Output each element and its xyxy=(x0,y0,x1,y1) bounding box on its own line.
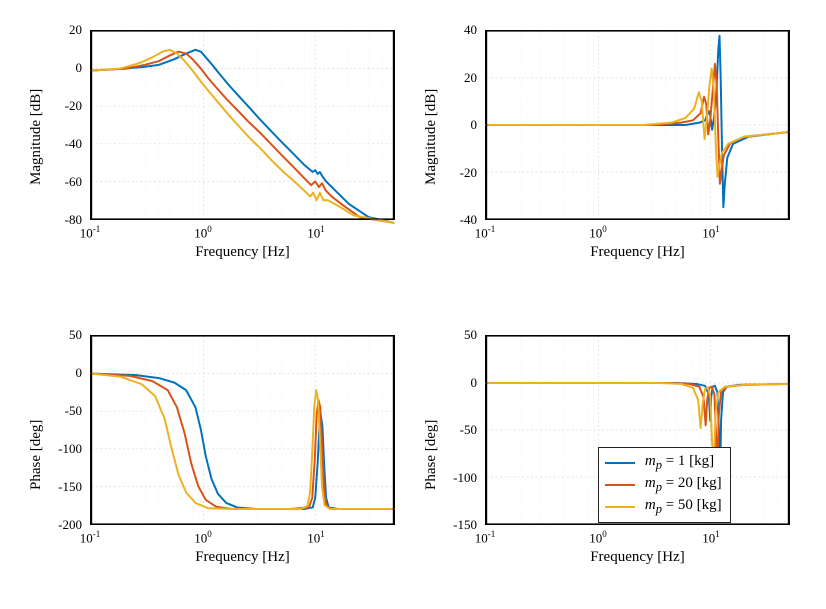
legend: mp = 1 [kg]mp = 20 [kg]mp = 50 [kg] xyxy=(598,447,731,523)
xtick-label: 101 xyxy=(686,224,736,241)
panel-p00 xyxy=(90,30,395,220)
xtick-label: 100 xyxy=(573,224,623,241)
series-mp1 xyxy=(92,374,394,509)
xtick-label: 100 xyxy=(178,224,228,241)
panel-p10-plot xyxy=(91,336,394,524)
legend-swatch xyxy=(605,506,635,508)
xtick-label: 100 xyxy=(573,529,623,546)
xtick-label: 10-1 xyxy=(65,224,115,241)
series-mp1 xyxy=(92,50,394,223)
series-mp20 xyxy=(92,374,394,509)
series-mp50 xyxy=(487,69,789,177)
series-mp50 xyxy=(92,374,394,509)
ylabel: Phase [deg] xyxy=(28,420,45,490)
xlabel: Frequency [Hz] xyxy=(183,244,303,261)
panel-p00-plot xyxy=(91,31,394,219)
ylabel: Magnitude [dB] xyxy=(28,89,45,185)
xlabel: Frequency [Hz] xyxy=(578,244,698,261)
legend-label: mp = 20 [kg] xyxy=(645,475,722,495)
xtick-label: 100 xyxy=(178,529,228,546)
ylabel: Phase [deg] xyxy=(423,420,440,490)
xtick-label: 10-1 xyxy=(65,529,115,546)
xtick-label: 101 xyxy=(686,529,736,546)
series-mp20 xyxy=(487,64,789,184)
xtick-label: 10-1 xyxy=(460,224,510,241)
series-mp20 xyxy=(92,52,394,223)
xlabel: Frequency [Hz] xyxy=(578,549,698,566)
panel-p01-plot xyxy=(486,31,789,219)
series-mp50 xyxy=(92,50,394,223)
legend-item: mp = 50 [kg] xyxy=(605,496,722,518)
panel-p01 xyxy=(485,30,790,220)
legend-swatch xyxy=(605,462,635,464)
legend-item: mp = 1 [kg] xyxy=(605,452,722,474)
legend-swatch xyxy=(605,484,635,486)
xlabel: Frequency [Hz] xyxy=(183,549,303,566)
series-mp1 xyxy=(487,36,789,208)
legend-label: mp = 50 [kg] xyxy=(645,497,722,517)
ylabel: Magnitude [dB] xyxy=(423,89,440,185)
xtick-label: 101 xyxy=(291,224,341,241)
panel-p10 xyxy=(90,335,395,525)
legend-item: mp = 20 [kg] xyxy=(605,474,722,496)
xtick-label: 101 xyxy=(291,529,341,546)
xtick-label: 10-1 xyxy=(460,529,510,546)
legend-label: mp = 1 [kg] xyxy=(645,453,714,473)
